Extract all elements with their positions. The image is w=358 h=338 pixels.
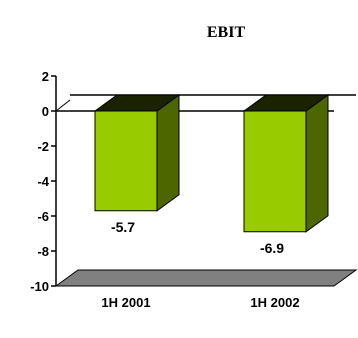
y-tick-label: 2	[42, 69, 49, 84]
bars	[93, 94, 330, 233]
x-axis-labels: 1H 2001 1H 2002	[101, 295, 299, 310]
bar-front-face	[243, 110, 307, 233]
x-category-label: 1H 2001	[101, 295, 150, 310]
y-tick-label: -2	[37, 139, 49, 154]
data-labels: -5.7 -6.9	[111, 219, 284, 256]
bar-side-face	[156, 94, 180, 212]
y-tick-label: -4	[37, 174, 49, 189]
zero-depth-line	[55, 99, 71, 112]
bar-front-face	[94, 110, 158, 212]
floor-plane	[54, 269, 358, 287]
chart-title: EBIT	[207, 24, 246, 41]
bar-side-face	[305, 94, 329, 233]
data-label: -5.7	[111, 219, 135, 235]
y-tick-label: -10	[30, 279, 49, 294]
bar-2	[242, 94, 330, 233]
y-tick-label: 0	[42, 104, 49, 119]
y-tick-label: -6	[37, 209, 49, 224]
x-category-label: 1H 2002	[250, 295, 299, 310]
data-label: -6.9	[260, 240, 284, 256]
y-tick-label: -8	[37, 244, 49, 259]
bar-1	[93, 94, 181, 212]
chart-floor	[54, 269, 358, 287]
